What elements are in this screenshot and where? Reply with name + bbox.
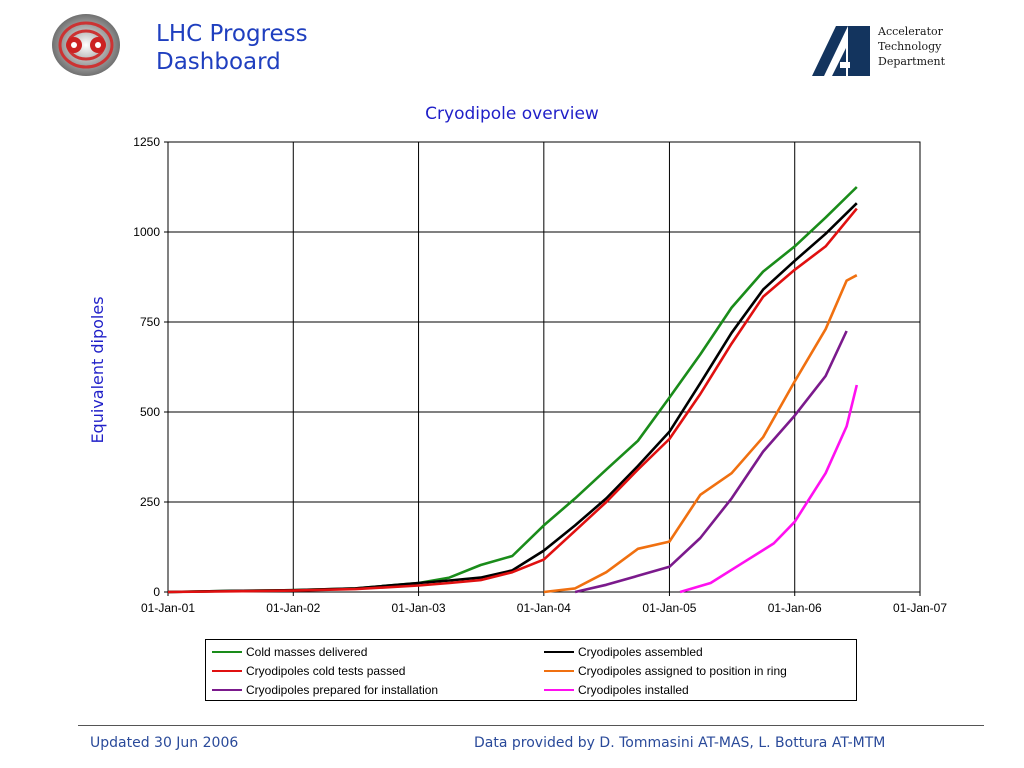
legend-swatch xyxy=(544,669,574,672)
legend-label: Cryodipoles cold tests passed xyxy=(246,663,406,678)
series-line-1 xyxy=(167,186,858,594)
y-axis-label: Equivalent dipoles xyxy=(88,296,107,444)
legend-label: Cryodipoles assigned to position in ring xyxy=(578,663,787,678)
legend-swatch xyxy=(212,650,242,653)
lhc-logo-icon xyxy=(52,14,120,76)
dept-line-1: Accelerator xyxy=(878,25,943,38)
series-line-2 xyxy=(167,202,858,594)
x-tick-label: 01-Jan-04 xyxy=(517,601,571,615)
legend-swatch xyxy=(544,650,574,653)
legend-item: Cryodipoles prepared for installation xyxy=(212,680,544,699)
legend-item: Cryodipoles installed xyxy=(544,680,844,699)
x-tick-label: 01-Jan-03 xyxy=(392,601,446,615)
grid-lines xyxy=(167,141,921,593)
legend-swatch xyxy=(212,688,242,691)
footer-divider xyxy=(78,725,984,726)
at-department-logo-icon xyxy=(812,26,870,76)
y-tick-label: 500 xyxy=(140,405,160,419)
legend-swatch xyxy=(544,688,574,691)
chart-legend: Cold masses delivered Cryodipoles assembl… xyxy=(205,639,857,701)
x-tick-label: 01-Jan-07 xyxy=(893,601,947,615)
plot-frame xyxy=(167,141,921,593)
title-line-2: Dashboard xyxy=(156,49,281,75)
axes: 0 250 500 750 1000 1250 01-Jan-01 01-Jan-02 01-J… xyxy=(133,135,947,615)
x-tick-label: 01-Jan-01 xyxy=(141,601,195,615)
y-tick-label: 750 xyxy=(140,315,160,329)
legend-item: Cryodipoles cold tests passed xyxy=(212,661,544,680)
legend-swatch xyxy=(212,669,242,672)
y-tick-label: 250 xyxy=(140,495,160,509)
dept-line-3: Department xyxy=(878,55,946,68)
y-tick-label: 1250 xyxy=(133,135,160,149)
series-line-3 xyxy=(167,207,858,594)
data-series xyxy=(167,186,859,594)
legend-grid: Cold masses delivered Cryodipoles assembl… xyxy=(212,642,850,699)
legend-label: Cold masses delivered xyxy=(246,644,368,659)
title-line-1: LHC Progress xyxy=(156,21,308,47)
legend-item: Cold masses delivered xyxy=(212,642,544,661)
updated-date: Updated 30 Jun 2006 xyxy=(90,735,239,751)
legend-label: Cryodipoles assembled xyxy=(578,644,703,659)
y-tick-label: 1000 xyxy=(133,225,160,239)
series-line-6 xyxy=(679,384,859,594)
series-line-5 xyxy=(574,330,848,594)
legend-item: Cryodipoles assigned to position in ring xyxy=(544,661,844,680)
dept-line-2: Technology xyxy=(878,40,942,53)
legend-label: Cryodipoles installed xyxy=(578,682,689,697)
department-name: Accelerator Technology Department xyxy=(878,24,1008,69)
page-title: LHC Progress Dashboard xyxy=(156,20,416,76)
legend-label: Cryodipoles prepared for installation xyxy=(246,682,439,697)
data-credits: Data provided by D. Tommasini AT-MAS, L.… xyxy=(474,735,886,751)
x-tick-label: 01-Jan-06 xyxy=(768,601,822,615)
legend-item: Cryodipoles assembled xyxy=(544,642,844,661)
y-tick-label: 0 xyxy=(153,585,160,599)
series-line-4 xyxy=(543,274,858,594)
x-tick-label: 01-Jan-02 xyxy=(266,601,320,615)
chart-title: Cryodipole overview xyxy=(425,104,599,124)
x-tick-label: 01-Jan-05 xyxy=(642,601,696,615)
